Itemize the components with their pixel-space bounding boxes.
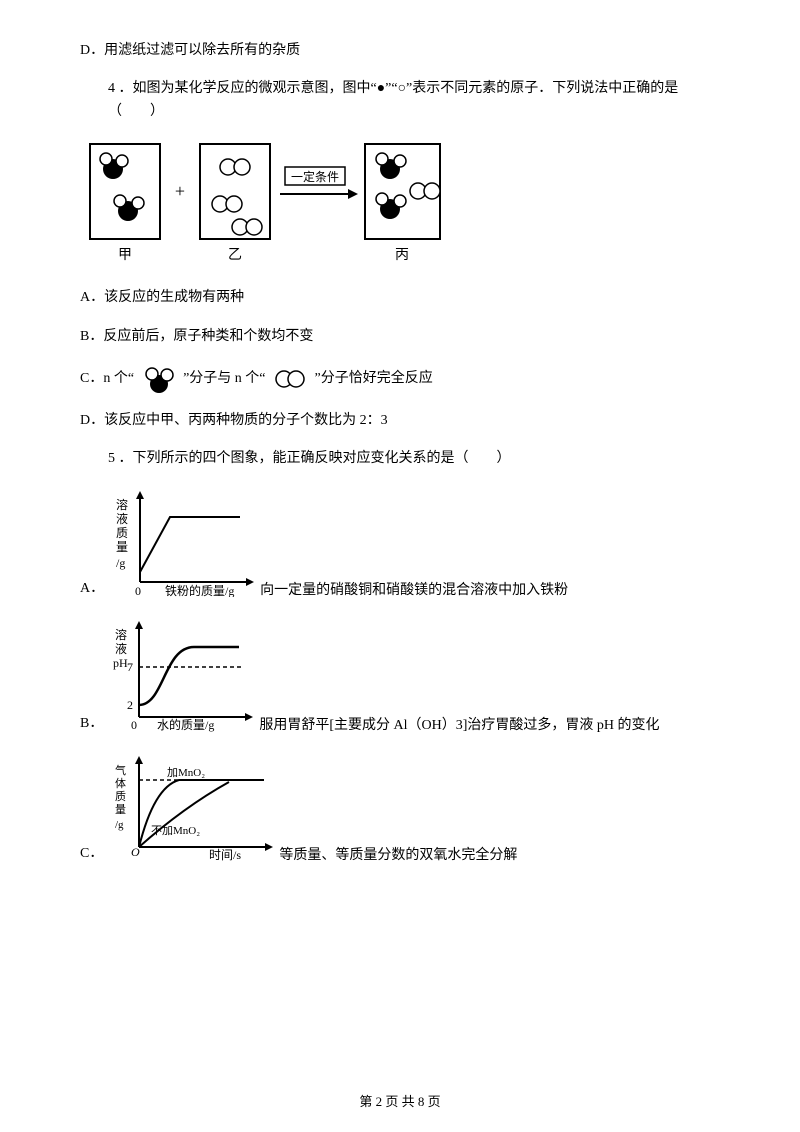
x-label-a: 铁粉的质量/g	[165, 583, 234, 597]
q4-c-part1: C．n 个“	[80, 371, 134, 386]
q4-text: 4 ．如图为某化学反应的微观示意图，图中“●”“○”表示不同元素的原子．下列说法…	[108, 78, 720, 123]
q4-diagram: 甲 + 乙 一定条件 丙	[80, 139, 720, 269]
chart-c: 气 体 质 量 /g 加MnO₂ 不加MnO₂ O 时间/s	[109, 752, 279, 864]
opt-c-desc: 等质量、等质量分数的双氧水完全分解	[279, 844, 517, 864]
opt-b-desc: 服用胃舒平[主要成分 Al（OH）3]治疗胃酸过多，胃液 pH 的变化	[259, 714, 659, 734]
svg-text:7: 7	[127, 660, 133, 674]
x-label-b: 水的质量/g	[157, 717, 214, 732]
page-footer: 第 2 页 共 8 页	[0, 1091, 800, 1110]
svg-text:0: 0	[131, 718, 137, 732]
svg-text:质: 质	[115, 790, 126, 803]
svg-text:气: 气	[115, 763, 126, 777]
q5-opt-c: C． 气 体 质 量 /g 加MnO₂ 不加MnO₂ O 时间/s 等质量、等质…	[80, 752, 720, 864]
q5-opt-a: A． 溶 液 质 量 /g 0 铁粉的质量/g 向一定量的硝酸铜和硝酸镁的混合溶…	[80, 487, 720, 599]
label-bing: 丙	[395, 248, 409, 263]
label-yi: 乙	[228, 247, 242, 263]
svg-text:/g: /g	[116, 556, 125, 570]
opt-a-desc: 向一定量的硝酸铜和硝酸镁的混合溶液中加入铁粉	[260, 579, 568, 599]
molecule-icon-water	[142, 364, 176, 394]
svg-text:+: +	[175, 181, 185, 201]
q4-c-part2: ”分子与 n 个“	[183, 371, 265, 386]
svg-text:O: O	[131, 845, 140, 859]
opt-label-c: C．	[80, 844, 103, 864]
q5-text: 5 ．下列所示的四个图象，能正确反映对应变化关系的是（ ）	[108, 448, 720, 470]
svg-text:溶: 溶	[115, 627, 127, 642]
line1-label: 加MnO₂	[167, 766, 205, 779]
label-jia: 甲	[118, 248, 132, 263]
q4-c-part3: ”分子恰好完全反应	[315, 371, 433, 386]
svg-text:pH: pH	[113, 656, 128, 670]
q4-opt-d: D．该反应中甲、丙两种物质的分子个数比为 2：3	[80, 410, 720, 432]
svg-text:0: 0	[135, 584, 141, 597]
svg-text:/g: /g	[115, 819, 124, 831]
x-label-c: 时间/s	[209, 848, 241, 862]
opt-label-a: A．	[80, 579, 104, 599]
svg-text:液: 液	[116, 511, 128, 526]
label-cond: 一定条件	[291, 169, 339, 184]
line2-label: 不加MnO₂	[151, 824, 200, 837]
q4-opt-c: C．n 个“ ”分子与 n 个“ ”分子恰好完全反应	[80, 364, 720, 394]
q4-opt-a: A．该反应的生成物有两种	[80, 287, 720, 309]
svg-text:溶: 溶	[116, 497, 128, 512]
chart-a: 溶 液 质 量 /g 0 铁粉的质量/g	[110, 487, 260, 599]
opt-label-b: B．	[80, 714, 103, 734]
svg-text:体: 体	[115, 776, 126, 790]
chart-b: 溶 液 pH 7 2 0 水的质量/g	[109, 617, 259, 734]
svg-text:量: 量	[115, 803, 126, 816]
molecule-icon-o2	[273, 368, 307, 390]
q4-opt-b: B．反应前后，原子种类和个数均不变	[80, 326, 720, 348]
option-d-top: D．用滤纸过滤可以除去所有的杂质	[80, 40, 720, 62]
svg-text:量: 量	[116, 540, 128, 554]
svg-text:2: 2	[127, 698, 133, 712]
q5-opt-b: B． 溶 液 pH 7 2 0 水的质量/g 服用胃舒平[主要成分 Al（OH）…	[80, 617, 720, 734]
svg-text:质: 质	[116, 526, 128, 540]
svg-text:液: 液	[115, 641, 127, 656]
